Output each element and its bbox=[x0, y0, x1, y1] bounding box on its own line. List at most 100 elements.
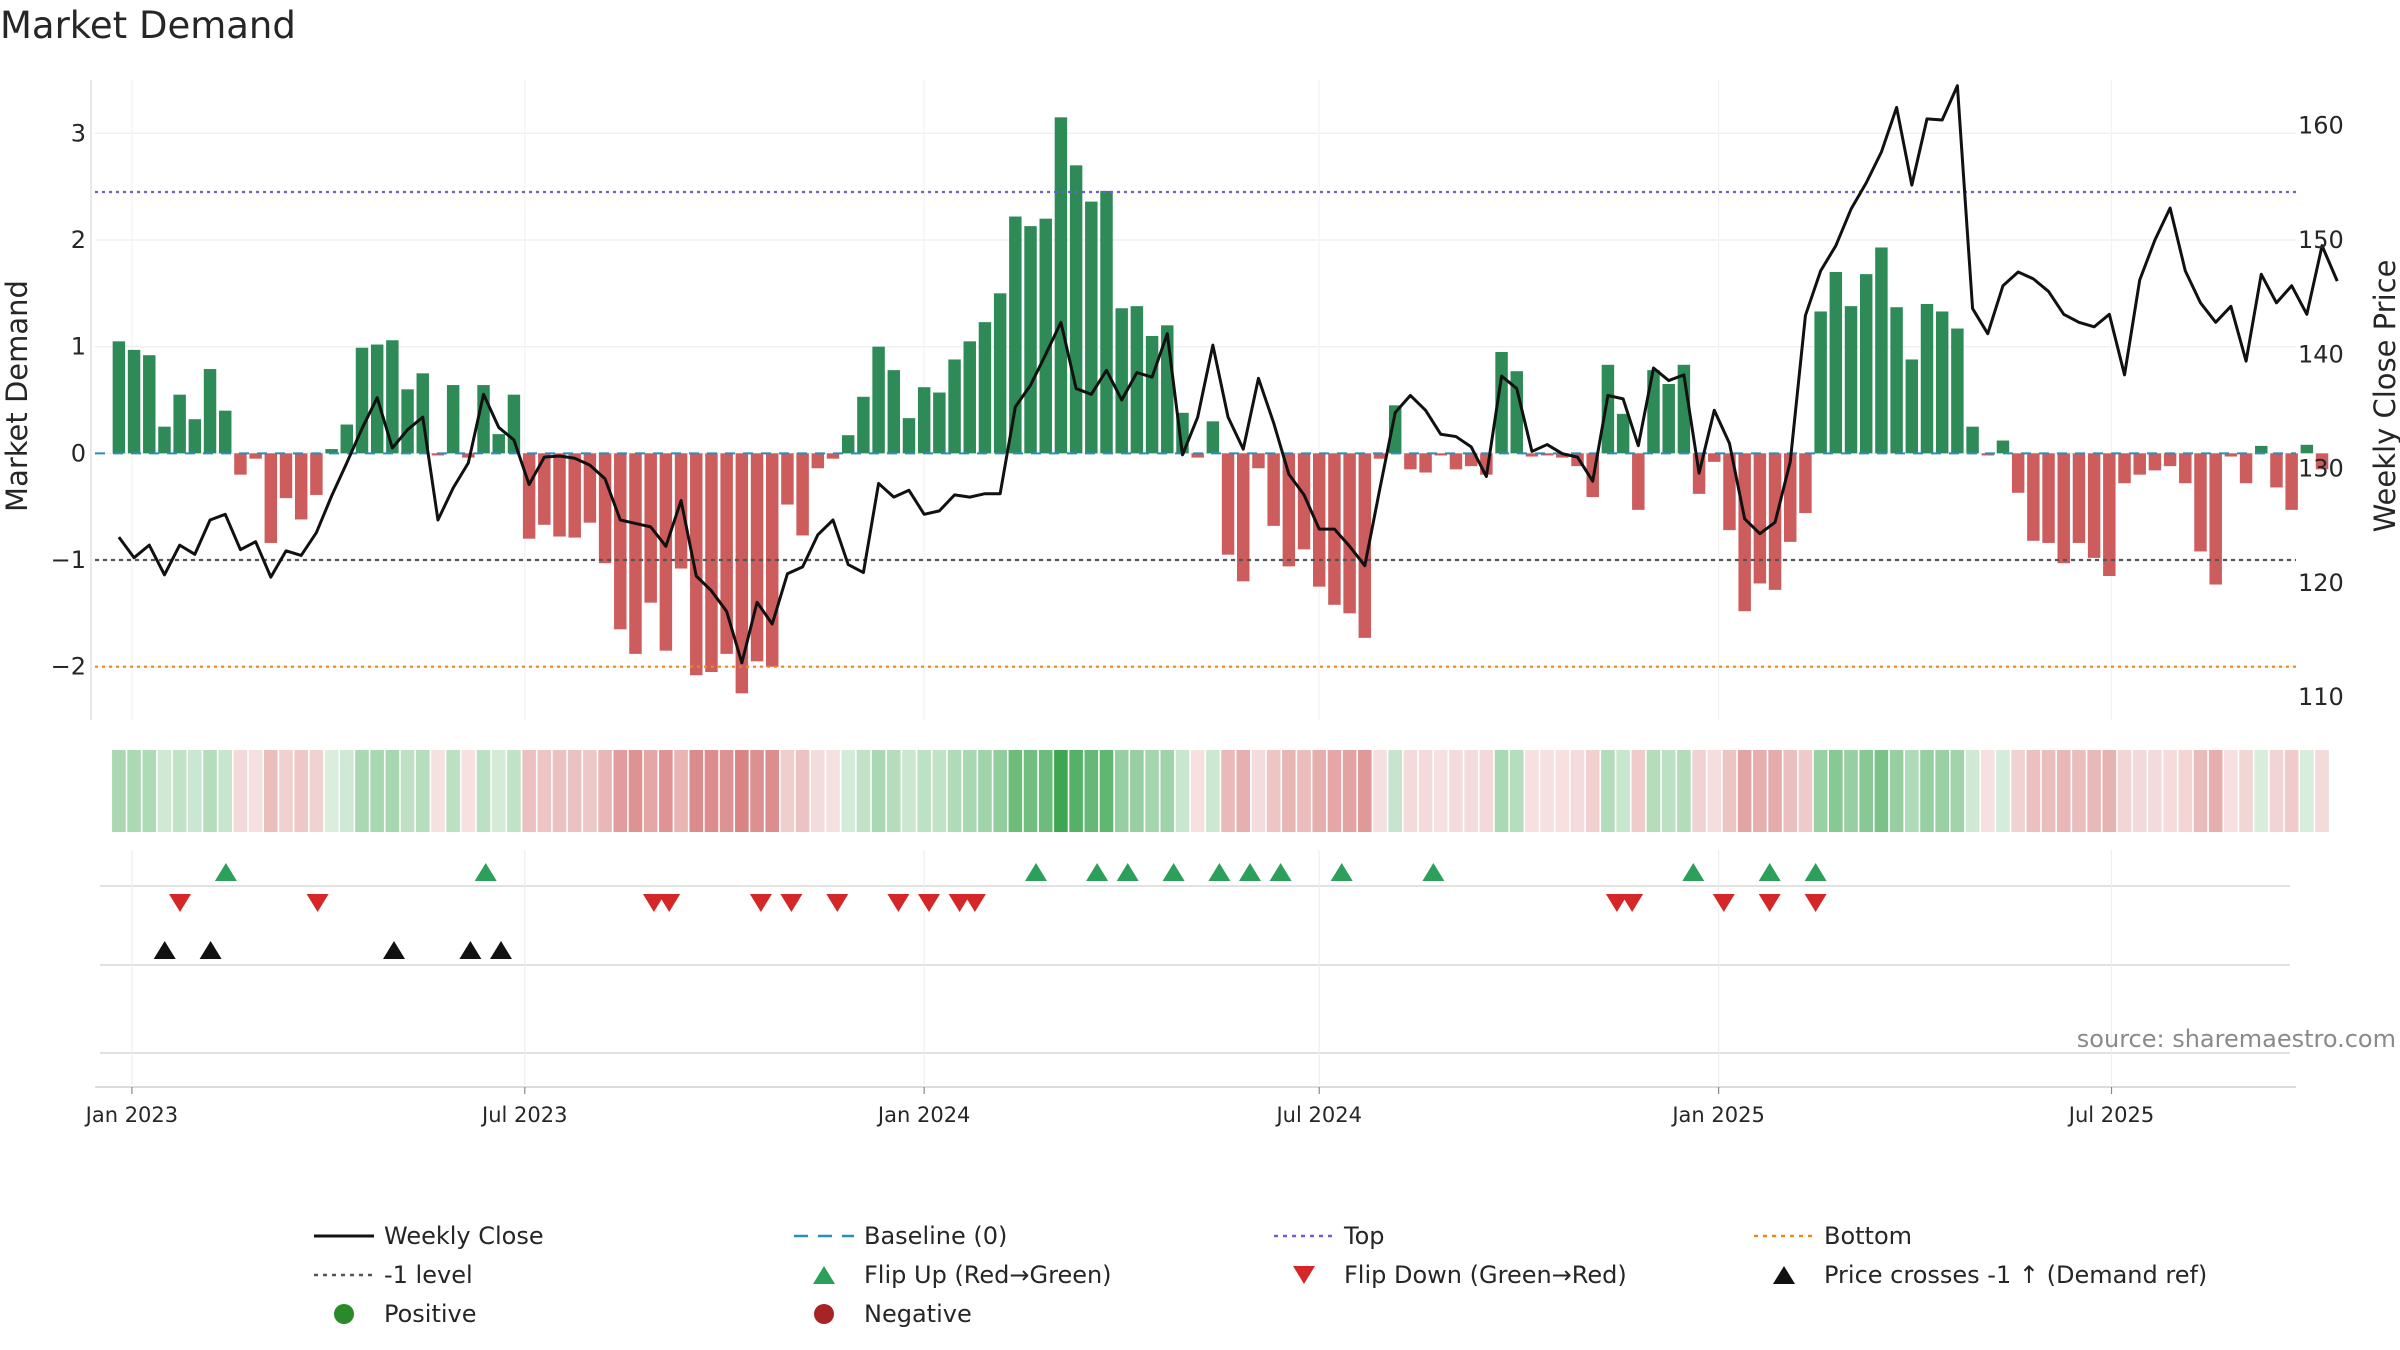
legend-label: Bottom bbox=[1824, 1222, 1912, 1250]
demand-bar bbox=[1708, 453, 1721, 462]
flip-up-marker bbox=[214, 863, 237, 881]
flip-down-marker bbox=[1712, 894, 1735, 912]
strip-cell bbox=[1570, 750, 1585, 832]
x-tick-label: Jan 2023 bbox=[84, 1103, 179, 1127]
demand-bar bbox=[1464, 453, 1478, 467]
strip-cell bbox=[1692, 750, 1706, 832]
strip-cell bbox=[203, 750, 217, 832]
flip-up-marker bbox=[1239, 863, 1261, 881]
strip-cell bbox=[2132, 750, 2147, 832]
strip-cell bbox=[1069, 750, 1083, 832]
strip-cell bbox=[2178, 750, 2193, 832]
demand-bar bbox=[1662, 384, 1675, 454]
strip-cell bbox=[1889, 750, 1904, 832]
strip-cell bbox=[826, 750, 840, 832]
strip-cell bbox=[2011, 750, 2025, 832]
strip-cell bbox=[1859, 750, 1874, 832]
demand-bar bbox=[538, 453, 551, 525]
strip-cell bbox=[127, 750, 141, 832]
demand-bar bbox=[2042, 453, 2055, 543]
y2-tick-label: 160 bbox=[2298, 112, 2344, 140]
demand-bar bbox=[1525, 453, 1539, 457]
strip-cell bbox=[1433, 750, 1448, 832]
strip-cell bbox=[1160, 750, 1175, 832]
demand-bar bbox=[188, 419, 202, 454]
strip-cell bbox=[659, 750, 673, 832]
strip-cell bbox=[233, 750, 248, 832]
strip-cell bbox=[1114, 750, 1129, 832]
demand-bar bbox=[2315, 453, 2329, 470]
strip-cell bbox=[476, 750, 491, 832]
strip-cell bbox=[2193, 750, 2208, 832]
legend: Weekly Close Baseline (0) Top Bottom -1 leve… bbox=[314, 1222, 2207, 1328]
y2-tick-label: 140 bbox=[2298, 340, 2344, 368]
strip-cell bbox=[2300, 750, 2314, 832]
strip-cell bbox=[2041, 750, 2056, 832]
demand-bar bbox=[1814, 311, 1827, 454]
strip-cell bbox=[112, 750, 126, 832]
flip-down-marker bbox=[887, 894, 910, 912]
strip-cell bbox=[1190, 750, 1205, 832]
price-cross-marker bbox=[383, 941, 405, 959]
demand-bar bbox=[811, 453, 825, 469]
strip-cell bbox=[871, 750, 886, 832]
strip-cell bbox=[1038, 750, 1053, 832]
demand-bar bbox=[1054, 117, 1068, 454]
strip-cell bbox=[218, 750, 233, 832]
demand-bar bbox=[2027, 453, 2040, 541]
strip-cell bbox=[1737, 750, 1752, 832]
demand-bar bbox=[1935, 311, 1949, 454]
strip-cell bbox=[1601, 750, 1615, 832]
demand-bar bbox=[264, 453, 278, 543]
strip-cell bbox=[1829, 750, 1843, 832]
flip-up-marker bbox=[474, 863, 497, 881]
strip-cell bbox=[1342, 750, 1357, 832]
strip-cell bbox=[2284, 750, 2299, 832]
demand-bar bbox=[1039, 218, 1052, 454]
demand-bar bbox=[872, 346, 885, 454]
strip-cell bbox=[142, 750, 157, 832]
demand-bar bbox=[294, 453, 308, 520]
demand-bar bbox=[1115, 308, 1128, 454]
strip-cell bbox=[157, 750, 172, 832]
strip-cell bbox=[522, 750, 536, 832]
demand-bar bbox=[826, 453, 840, 459]
demand-bar bbox=[2103, 453, 2116, 576]
strip-cell bbox=[279, 750, 293, 832]
flip-up-marker bbox=[1758, 863, 1781, 881]
strip-cell bbox=[415, 750, 430, 832]
demand-bar bbox=[1966, 426, 1979, 454]
strip-cell bbox=[1753, 750, 1767, 832]
legend-symbol bbox=[334, 1304, 354, 1324]
y-tick-label: 0 bbox=[71, 439, 86, 467]
y2-tick-label: 130 bbox=[2298, 455, 2344, 483]
flip-up-marker bbox=[1804, 863, 1827, 881]
demand-bar bbox=[887, 370, 901, 454]
strip-cell bbox=[1722, 750, 1737, 832]
strip-cell bbox=[613, 750, 628, 832]
strip-cell bbox=[902, 750, 916, 832]
demand-bar bbox=[1616, 413, 1630, 454]
demand-bar bbox=[1890, 307, 1903, 454]
flip-up-marker bbox=[1116, 863, 1139, 881]
demand-bar bbox=[735, 453, 749, 694]
demand-bar bbox=[553, 453, 566, 537]
demand-bar bbox=[1252, 453, 1265, 469]
demand-bar bbox=[2270, 453, 2283, 488]
demand-bar bbox=[462, 453, 475, 458]
strip-cell bbox=[248, 750, 263, 832]
demand-bar bbox=[933, 392, 946, 454]
strip-cell bbox=[1221, 750, 1235, 832]
demand-bar bbox=[1632, 453, 1645, 510]
demand-bar bbox=[219, 410, 232, 454]
strip-cell bbox=[1494, 750, 1509, 832]
demand-bar bbox=[2209, 453, 2222, 585]
strip-cell bbox=[2102, 750, 2117, 832]
strip-cell bbox=[704, 750, 719, 832]
strip-cell bbox=[1874, 750, 1889, 832]
legend-label: Price crosses -1 ↑ (Demand ref) bbox=[1824, 1261, 2207, 1289]
demand-bar bbox=[431, 453, 445, 456]
strip-cell bbox=[689, 750, 704, 832]
strip-cell bbox=[1996, 750, 2010, 832]
demand-bar bbox=[629, 453, 642, 654]
